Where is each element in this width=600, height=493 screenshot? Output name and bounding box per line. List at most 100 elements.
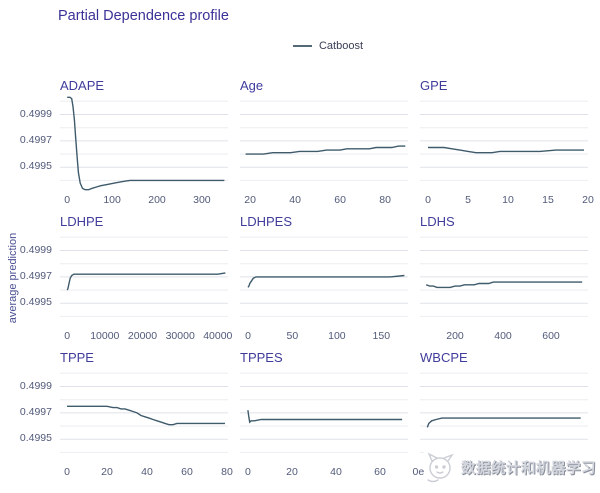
cat-face-icon <box>427 452 454 483</box>
x-tick-label: 50 <box>286 330 299 342</box>
watermark: 数据统计和机器学习 <box>424 446 596 488</box>
x-tick-label: 5 <box>465 194 471 206</box>
x-tick-label: 0 <box>245 330 251 342</box>
x-axis-ticks: 0 100 200 300 <box>60 194 228 210</box>
legend[interactable]: Catboost <box>0 40 600 52</box>
x-axis-ticks: 0 10000 20000 30000 40000 <box>60 330 232 346</box>
line-series-catboost <box>247 274 405 288</box>
y-axis-ticks: 0.4995 0.4997 0.4999 <box>0 78 60 210</box>
plot-area[interactable] <box>60 232 228 327</box>
plot-canvas <box>60 96 228 191</box>
x-tick-label: 60 <box>181 466 193 478</box>
x-tick-label: 10 <box>502 194 514 206</box>
legend-line-swatch <box>292 45 312 47</box>
x-tick-label: 80 <box>379 194 391 206</box>
x-tick-label: 20 <box>101 466 113 478</box>
plot-area[interactable] <box>240 368 408 463</box>
x-tick-label: 60 <box>334 194 346 206</box>
panel-grid: 0.4995 0.4997 0.4999 ADAPE 0 100 200 300 Age … <box>0 78 600 486</box>
pdp-panel-age: Age 20 40 60 80 <box>240 78 408 210</box>
plot-area[interactable] <box>240 232 408 327</box>
x-tick-label: 60 <box>374 466 386 478</box>
plot-area[interactable] <box>240 96 408 191</box>
x-tick-label: 400 <box>494 330 512 342</box>
x-tick-label: 20 <box>582 194 594 206</box>
pdp-panel-ldhs: LDHS 200 400 600 <box>420 214 588 346</box>
x-tick-label: 40000 <box>203 330 233 342</box>
line-series-catboost <box>428 146 584 154</box>
plot-canvas <box>60 236 228 317</box>
y-tick-label: 0.4997 <box>19 405 52 418</box>
panel-title: LDHS <box>420 214 455 229</box>
x-tick-label: 20000 <box>127 330 158 342</box>
x-axis-ticks: 0 5 10 15 20 <box>420 194 594 210</box>
plot-area[interactable] <box>60 368 228 463</box>
plot-area[interactable] <box>60 96 228 191</box>
x-tick-label: 30000 <box>165 330 195 342</box>
pdp-panel-adape: ADAPE 0 100 200 300 <box>60 78 228 210</box>
line-series-catboost <box>245 145 406 155</box>
line-series-catboost <box>425 281 583 289</box>
x-tick-label: 600 <box>542 330 560 342</box>
panel-title: TPPE <box>60 350 94 365</box>
line-series-catboost <box>67 96 225 191</box>
panel-title: WBCPE <box>420 350 468 365</box>
x-axis-ticks: 0 20 40 60 <box>240 466 408 482</box>
line-series-catboost <box>426 417 581 428</box>
y-tick-label: 0.4995 <box>19 296 52 309</box>
x-tick-label: 200 <box>446 330 464 342</box>
pdp-panel-ldhpes: LDHPES 0 50 100 150 <box>240 214 408 346</box>
x-tick-label: 80 <box>221 466 233 478</box>
x-tick-label: 40 <box>289 194 301 206</box>
x-axis-ticks: 200 400 600 <box>420 330 588 346</box>
y-tick-label: 0.4999 <box>19 107 52 120</box>
x-tick-label: 100 <box>328 330 346 342</box>
x-tick-label: 0 <box>425 194 431 206</box>
line-series-catboost <box>66 272 226 291</box>
x-tick-label: 15 <box>542 194 554 206</box>
x-tick-label: 20 <box>244 194 256 206</box>
figure-title: Partial Dependence profile <box>58 8 229 24</box>
panel-title: ADAPE <box>60 78 105 93</box>
plot-area[interactable] <box>420 96 588 191</box>
x-axis-ticks: 20 40 60 80 <box>240 194 408 210</box>
panel-title: TPPES <box>240 350 283 365</box>
x-tick-label: 200 <box>148 194 166 206</box>
pdp-panel-gpe: GPE 0 5 10 15 20 <box>420 78 594 210</box>
panel-title: GPE <box>420 78 448 93</box>
y-tick-label: 0.4999 <box>19 379 52 392</box>
y-tick-label: 0.4997 <box>19 133 52 146</box>
panel-row-3: 0.4995 0.4997 0.4999 TPPE 0 20 40 60 80 TPPES … <box>0 350 600 482</box>
x-tick-label: 0 <box>64 194 71 206</box>
plot-canvas <box>240 372 408 453</box>
y-tick-label: 0.4999 <box>19 243 52 256</box>
panel-title: LDHPE <box>60 214 104 229</box>
y-tick-label: 0.4995 <box>19 432 52 445</box>
x-axis-ticks: 0 20 40 60 80 <box>60 466 233 482</box>
x-tick-label: 10000 <box>90 330 120 342</box>
pdp-panel-tppe: TPPE 0 20 40 60 80 <box>60 350 233 482</box>
x-tick-label: 150 <box>372 330 391 342</box>
panel-row-2: 0.4995 0.4997 0.4999 LDHPE 0 10000 20000 3000… <box>0 214 600 346</box>
plot-area[interactable] <box>420 232 588 327</box>
y-tick-label: 0.4995 <box>19 160 52 173</box>
x-axis-ticks: 0 50 100 150 <box>240 330 408 346</box>
plot-canvas <box>240 236 408 317</box>
panel-title: Age <box>240 78 264 93</box>
legend-label: Catboost <box>318 40 364 52</box>
plot-canvas <box>420 236 588 317</box>
plot-canvas <box>240 100 408 181</box>
x-tick-label: 40 <box>141 466 153 478</box>
panel-title: LDHPES <box>240 214 293 229</box>
plot-canvas <box>60 372 228 453</box>
pdp-panel-ldhpe: LDHPE 0 10000 20000 30000 40000 <box>60 214 232 346</box>
x-tick-label: 40 <box>330 466 342 478</box>
line-series-catboost <box>247 410 403 424</box>
x-tick-label: 0 <box>64 466 70 478</box>
pdp-panel-tppes: TPPES 0 20 40 60 <box>240 350 408 482</box>
y-tick-label: 0.4997 <box>19 269 52 282</box>
x-tick-label: 20 <box>286 466 298 478</box>
line-series-catboost <box>67 405 225 426</box>
x-tick-label: 100 <box>103 194 121 206</box>
